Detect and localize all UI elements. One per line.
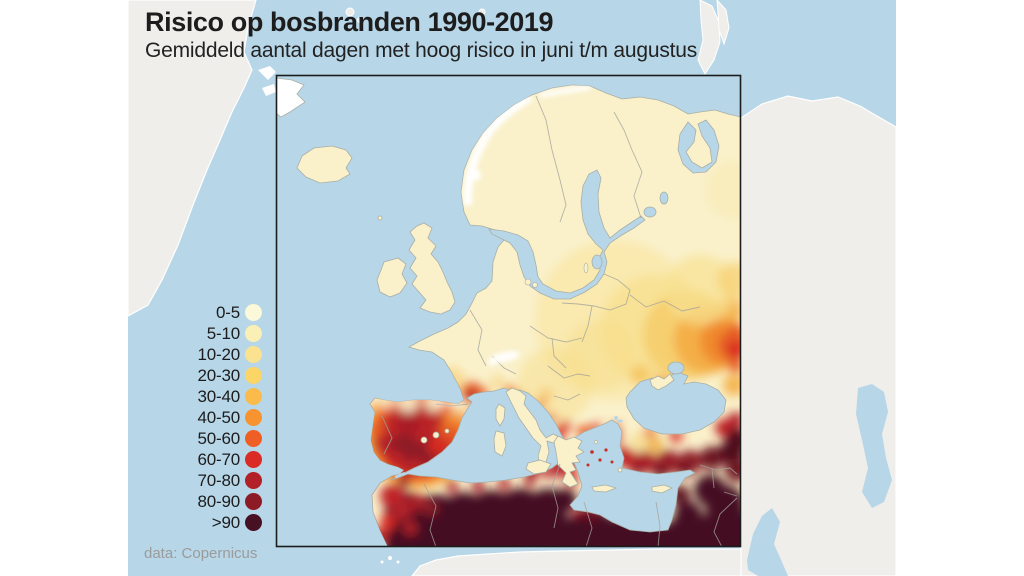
legend-row: 10-20 — [138, 344, 262, 365]
legend-label: 0-5 — [216, 302, 240, 322]
legend-swatch — [245, 388, 262, 405]
legend-swatch — [245, 346, 262, 363]
country-borders — [381, 95, 738, 547]
legend-label: >90 — [211, 512, 240, 532]
legend-label: 40-50 — [197, 407, 241, 427]
legend-row: 80-90 — [138, 491, 262, 512]
legend-swatch — [245, 367, 262, 384]
small-islands — [524, 262, 598, 444]
legend-label: 60-70 — [197, 449, 241, 469]
legend-label: 20-30 — [197, 365, 241, 385]
legend-row: 0-5 — [138, 302, 262, 323]
page-title: Risico op bosbranden 1990-2019 — [145, 7, 554, 37]
legend-swatch — [245, 451, 262, 468]
legend-label: 5-10 — [206, 323, 240, 343]
legend-label: 30-40 — [197, 386, 241, 406]
legend-swatch — [245, 430, 262, 447]
data-attribution: data: Copernicus — [144, 545, 258, 562]
legend-row: 50-60 — [138, 428, 262, 449]
legend-label: 70-80 — [197, 470, 241, 490]
legend-row: 30-40 — [138, 386, 262, 407]
legend-row: 5-10 — [138, 323, 262, 344]
legend-swatch — [245, 472, 262, 489]
legend-row: 40-50 — [138, 407, 262, 428]
legend-row: 60-70 — [138, 449, 262, 470]
legend-swatch — [245, 514, 262, 531]
legend-label: 80-90 — [197, 491, 241, 511]
title-block: Risico op bosbranden 1990-2019 Gemiddeld… — [145, 6, 697, 64]
legend-swatch — [245, 325, 262, 342]
legend-swatch — [245, 409, 262, 426]
gibraltar-strait — [394, 471, 406, 479]
legend-row: 20-30 — [138, 365, 262, 386]
legend: 0-5 5-10 10-20 20-30 30-40 40-50 50-60 60-70 70-… — [138, 302, 262, 533]
page-subtitle: Gemiddeld aantal dagen met hoog risico i… — [145, 39, 698, 62]
map-frame-border — [275, 74, 742, 548]
legend-label: 50-60 — [197, 428, 241, 448]
legend-label: 10-20 — [197, 344, 241, 364]
data-frame — [275, 74, 742, 548]
legend-row: >90 — [138, 512, 262, 533]
aegean-islands — [586, 448, 614, 467]
legend-swatch — [245, 493, 262, 510]
legend-row: 70-80 — [138, 470, 262, 491]
legend-swatch — [245, 304, 262, 321]
